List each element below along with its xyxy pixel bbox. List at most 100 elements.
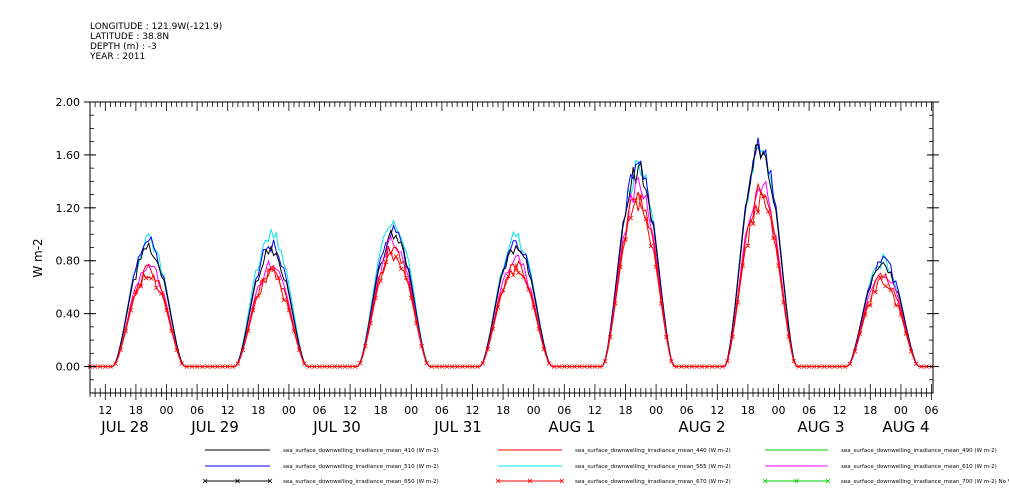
- series-670-marker: [281, 297, 287, 303]
- series-670-marker: [623, 237, 628, 242]
- series-670-marker: [607, 334, 613, 340]
- series-670-marker: [133, 289, 139, 295]
- legend-label: sea_surface_downwelling_irradiance_mean_…: [283, 479, 439, 485]
- series-670-marker: [113, 361, 118, 366]
- series-670-marker: [169, 328, 174, 334]
- series-670-marker: [801, 364, 807, 369]
- x-tick-label: 18: [251, 404, 265, 417]
- series-670-marker: [715, 364, 720, 369]
- series-670-marker: [735, 300, 740, 305]
- series-670-marker: [832, 364, 837, 369]
- series-670-marker: [490, 326, 496, 332]
- x-tick-label: 18: [863, 404, 877, 417]
- series-670-marker: [755, 210, 761, 215]
- series-670-marker: [567, 364, 572, 369]
- series-610-line: [90, 176, 932, 367]
- legend-marker: [267, 478, 273, 484]
- legend-item: sea_surface_downwelling_irradiance_mean_…: [765, 448, 997, 454]
- series-670-marker: [730, 334, 735, 339]
- series-670-marker: [97, 364, 103, 369]
- series-670-marker: [806, 364, 812, 369]
- series-670-marker: [602, 359, 608, 364]
- x-tick-label: 12: [221, 404, 235, 417]
- x-date-label: JUL 31: [433, 418, 482, 436]
- y-tick-label: 0.00: [56, 361, 81, 374]
- x-tick-label: 06: [680, 404, 694, 417]
- series-670-marker: [449, 364, 455, 369]
- series-670-marker: [296, 347, 302, 353]
- y-tick-label: 2.00: [56, 96, 81, 109]
- series-670-marker: [577, 364, 582, 369]
- series-670-marker: [883, 283, 888, 289]
- series-670-marker: [403, 275, 409, 280]
- series-670-marker: [709, 364, 715, 369]
- series-670-marker: [271, 267, 276, 273]
- x-tick-label: 00: [160, 404, 174, 417]
- series-670-marker: [342, 364, 348, 369]
- series-670-marker: [760, 194, 766, 199]
- series-670-marker: [908, 348, 914, 354]
- y-tick-label: 1.60: [56, 149, 81, 162]
- series-670-marker: [419, 343, 424, 349]
- x-tick-label: 18: [129, 404, 143, 417]
- series-670-marker: [551, 364, 557, 369]
- series-670-marker: [587, 364, 593, 369]
- x-tick-label: 12: [343, 404, 357, 417]
- series-670-marker: [592, 364, 598, 369]
- series-670-marker: [358, 360, 363, 366]
- series-670-marker: [424, 360, 429, 366]
- series-670-marker: [898, 312, 904, 317]
- legend-label: sea_surface_downwelling_irradiance_mean_…: [841, 464, 997, 470]
- series-670-marker: [628, 215, 633, 221]
- series-670-marker: [286, 307, 292, 313]
- x-date-label: AUG 3: [797, 418, 844, 436]
- series-670-marker: [470, 364, 475, 369]
- series-670-marker: [704, 364, 710, 369]
- series-670-marker: [189, 364, 195, 369]
- series-670-marker: [648, 243, 654, 249]
- header-depth: DEPTH (m) : -3: [90, 42, 157, 52]
- series-670-marker: [164, 307, 169, 313]
- series-670-marker: [337, 364, 343, 369]
- series-670-marker: [179, 361, 185, 366]
- series-670-marker: [633, 197, 638, 203]
- x-tick-label: 00: [649, 404, 663, 417]
- series-670-marker: [460, 364, 465, 369]
- series-670-marker: [679, 364, 684, 369]
- series-670-marker: [526, 287, 531, 292]
- x-tick-label: 06: [190, 404, 204, 417]
- series-670-marker: [429, 364, 434, 369]
- x-tick-label: 00: [527, 404, 541, 417]
- series-670-marker: [664, 334, 669, 340]
- series-670-marker: [276, 275, 281, 281]
- series-670-marker: [582, 364, 587, 369]
- series-670-marker: [398, 266, 404, 272]
- series-670-line: [90, 189, 932, 367]
- series-670-marker: [862, 312, 868, 317]
- x-tick-label: 00: [282, 404, 296, 417]
- series-670-marker: [546, 361, 552, 366]
- series-670-marker: [750, 221, 756, 226]
- series-670-marker: [184, 364, 190, 369]
- series-670-marker: [123, 328, 128, 334]
- series-670-marker: [562, 364, 567, 369]
- x-tick-label: 06: [313, 404, 327, 417]
- series-670-marker: [913, 361, 919, 367]
- series-670-marker: [868, 303, 873, 308]
- x-tick-label: 12: [98, 404, 112, 417]
- legend-item: sea_surface_downwelling_irradiance_mean_…: [495, 478, 731, 485]
- series-670-marker: [347, 364, 353, 369]
- series-670-marker: [368, 320, 373, 326]
- series-670-marker: [143, 275, 149, 281]
- x-tick-label: 00: [404, 404, 418, 417]
- series-670-marker: [108, 364, 113, 369]
- x-tick-label: 06: [925, 404, 939, 417]
- series-670-marker: [128, 307, 134, 313]
- series-670-marker: [225, 364, 230, 369]
- x-date-label: JUL 30: [312, 418, 361, 436]
- legend-item: sea_surface_downwelling_irradiance_mean_…: [765, 464, 997, 470]
- legend-label: sea_surface_downwelling_irradiance_mean_…: [841, 479, 1009, 485]
- series-670-marker: [480, 361, 485, 366]
- legend: sea_surface_downwelling_irradiance_mean_…: [202, 448, 1009, 485]
